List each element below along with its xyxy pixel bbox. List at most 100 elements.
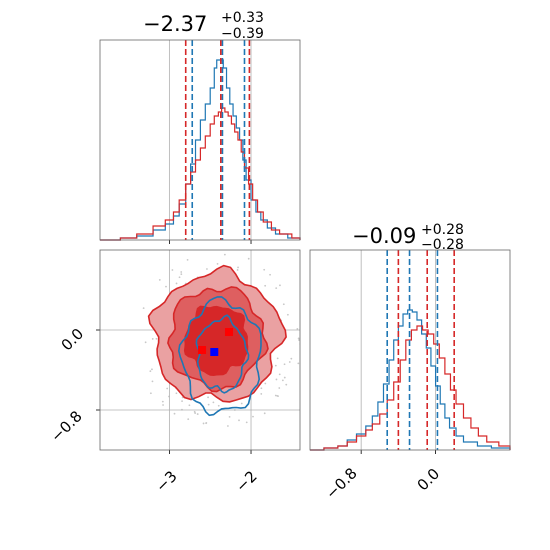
panel-frame — [99, 249, 301, 451]
sample-point — [240, 402, 243, 405]
sample-point — [173, 412, 176, 415]
contour-blue — [177, 296, 262, 417]
title-p2: −0.09 — [352, 224, 416, 248]
sample-point — [298, 339, 300, 341]
sample-point — [207, 396, 209, 399]
sample-point — [236, 269, 239, 271]
sample-point — [286, 313, 289, 316]
marker-red_marker — [224, 328, 233, 336]
sample-point — [297, 337, 300, 340]
histogram-red — [310, 325, 511, 451]
sample-point — [151, 380, 154, 383]
y-tick-label-p2-neg08: −0.8 — [47, 407, 85, 445]
sample-point — [260, 393, 263, 395]
sample-point — [283, 363, 286, 366]
sample-point — [283, 376, 286, 379]
sample-point — [245, 421, 248, 424]
sample-point — [165, 285, 167, 288]
sample-point — [278, 387, 281, 389]
sample-point — [301, 347, 303, 349]
x-tick-label-p2-0: 0.0 — [414, 465, 444, 495]
marker-blue_marker — [210, 348, 219, 356]
x-tick-label-p2-neg08: −0.8 — [322, 464, 360, 502]
x-tick-label-p1-neg2: −2 — [232, 467, 260, 495]
sample-point — [247, 257, 250, 260]
sample-point — [194, 412, 197, 414]
panel-frame — [309, 249, 511, 451]
sample-point — [216, 262, 219, 265]
sample-point — [144, 341, 147, 344]
sample-point — [277, 395, 279, 398]
sample-point — [252, 415, 254, 418]
sample-point — [202, 422, 205, 425]
marginal-histogram-p1 — [99, 39, 301, 244]
x-tick-label-p1-neg3: −3 — [152, 467, 180, 495]
y-tick-label-p2-0: 0.0 — [58, 325, 88, 355]
title-p1-sub: −0.39 — [221, 26, 264, 42]
sample-point — [264, 382, 267, 385]
title-p2-sub: −0.28 — [421, 237, 464, 253]
sample-point — [196, 413, 199, 415]
title-p1: −2.37 — [143, 12, 207, 36]
sample-point — [171, 269, 174, 271]
sample-point — [158, 279, 161, 281]
sample-point — [264, 284, 267, 287]
sample-point — [217, 404, 220, 407]
sample-point — [282, 303, 285, 306]
sample-point — [142, 307, 145, 310]
sample-point — [186, 259, 189, 261]
sample-point — [188, 404, 191, 407]
sample-point — [149, 392, 152, 395]
sample-point — [175, 392, 178, 395]
sample-point — [297, 362, 300, 365]
title-p2-sup: +0.28 — [421, 222, 464, 238]
sample-point — [275, 378, 278, 381]
sample-point — [151, 338, 154, 340]
sample-point — [161, 400, 164, 403]
sample-point — [296, 327, 299, 330]
sample-point — [275, 287, 278, 289]
sample-point — [263, 412, 266, 415]
sample-point — [207, 403, 210, 406]
sample-point — [180, 273, 183, 276]
sample-point — [212, 401, 215, 404]
sample-point — [269, 273, 271, 276]
sample-point — [281, 379, 284, 382]
sample-point — [228, 415, 231, 418]
histogram-red — [100, 107, 301, 241]
sample-point — [162, 404, 164, 406]
sample-point — [288, 361, 291, 363]
title-p1-main: −2.37 — [143, 12, 207, 36]
sample-point — [263, 268, 266, 271]
marker-red_marker — [198, 346, 207, 354]
sample-point — [279, 284, 281, 287]
sample-point — [276, 357, 279, 360]
sample-point — [274, 364, 277, 367]
sample-point — [180, 271, 183, 273]
title-p1-sup: +0.33 — [221, 10, 264, 26]
sample-point — [206, 268, 208, 270]
sample-point — [205, 422, 208, 425]
joint-content — [100, 250, 303, 450]
sample-point — [166, 387, 169, 390]
sample-point — [181, 400, 183, 403]
sample-point — [151, 368, 153, 371]
sample-point — [187, 418, 190, 421]
joint-contour-plot — [96, 249, 303, 454]
sample-point — [278, 373, 281, 376]
sample-point — [223, 253, 226, 256]
title-p2-main: −0.09 — [352, 224, 416, 248]
panel-frame — [99, 39, 301, 241]
sample-point — [155, 337, 158, 340]
sample-point — [260, 387, 263, 390]
sample-point — [290, 357, 293, 360]
sample-point — [238, 419, 240, 422]
sample-point — [149, 370, 152, 373]
sample-point — [237, 266, 239, 269]
sample-point — [285, 383, 288, 386]
marginal-histogram-p2 — [309, 249, 511, 454]
sample-point — [227, 425, 229, 427]
sample-point — [274, 394, 277, 397]
contour-blue — [195, 314, 250, 394]
